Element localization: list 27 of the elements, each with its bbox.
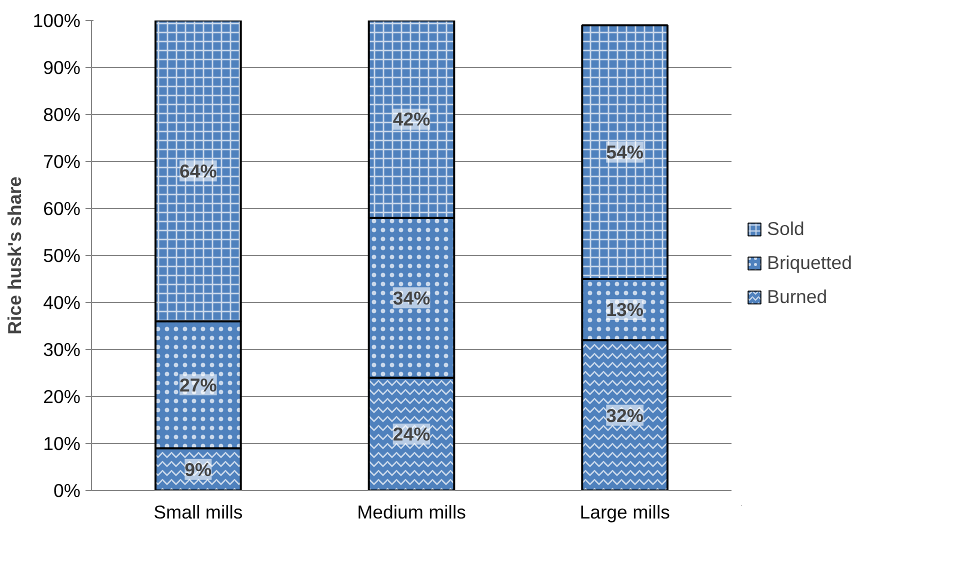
y-tick-label: 30% — [43, 339, 81, 360]
data-label: 24% — [392, 424, 431, 445]
data-label: 34% — [392, 287, 431, 308]
data-label: 32% — [606, 404, 644, 426]
y-tick-label: 10% — [43, 433, 81, 454]
y-tick-label: 70% — [43, 151, 81, 172]
data-label: 27% — [179, 374, 218, 396]
legend-label: Briquetted — [767, 252, 852, 274]
x-tick-label: Medium mills — [357, 502, 466, 522]
legend-label: Sold — [767, 218, 804, 240]
data-label: 13% — [606, 299, 644, 320]
data-label: 54% — [606, 142, 644, 163]
y-tick-label: 90% — [43, 57, 81, 78]
y-axis-title: Rice husk's share — [4, 176, 25, 334]
y-tick-label: 20% — [43, 386, 81, 407]
y-tick-label: 60% — [43, 198, 81, 219]
y-tick-label: 40% — [43, 292, 81, 313]
y-tick-label: 50% — [43, 245, 81, 266]
data-label: 9% — [184, 458, 212, 480]
x-tick-label: Small mills — [154, 502, 243, 522]
y-tick-label: 0% — [54, 480, 81, 501]
data-label: 42% — [392, 108, 431, 130]
data-label: 64% — [179, 160, 218, 182]
x-tick-label: Large mills — [580, 502, 670, 522]
legend-label: Burned — [767, 286, 828, 308]
y-tick-label: 100% — [32, 10, 81, 31]
y-tick-label: 80% — [43, 104, 81, 125]
